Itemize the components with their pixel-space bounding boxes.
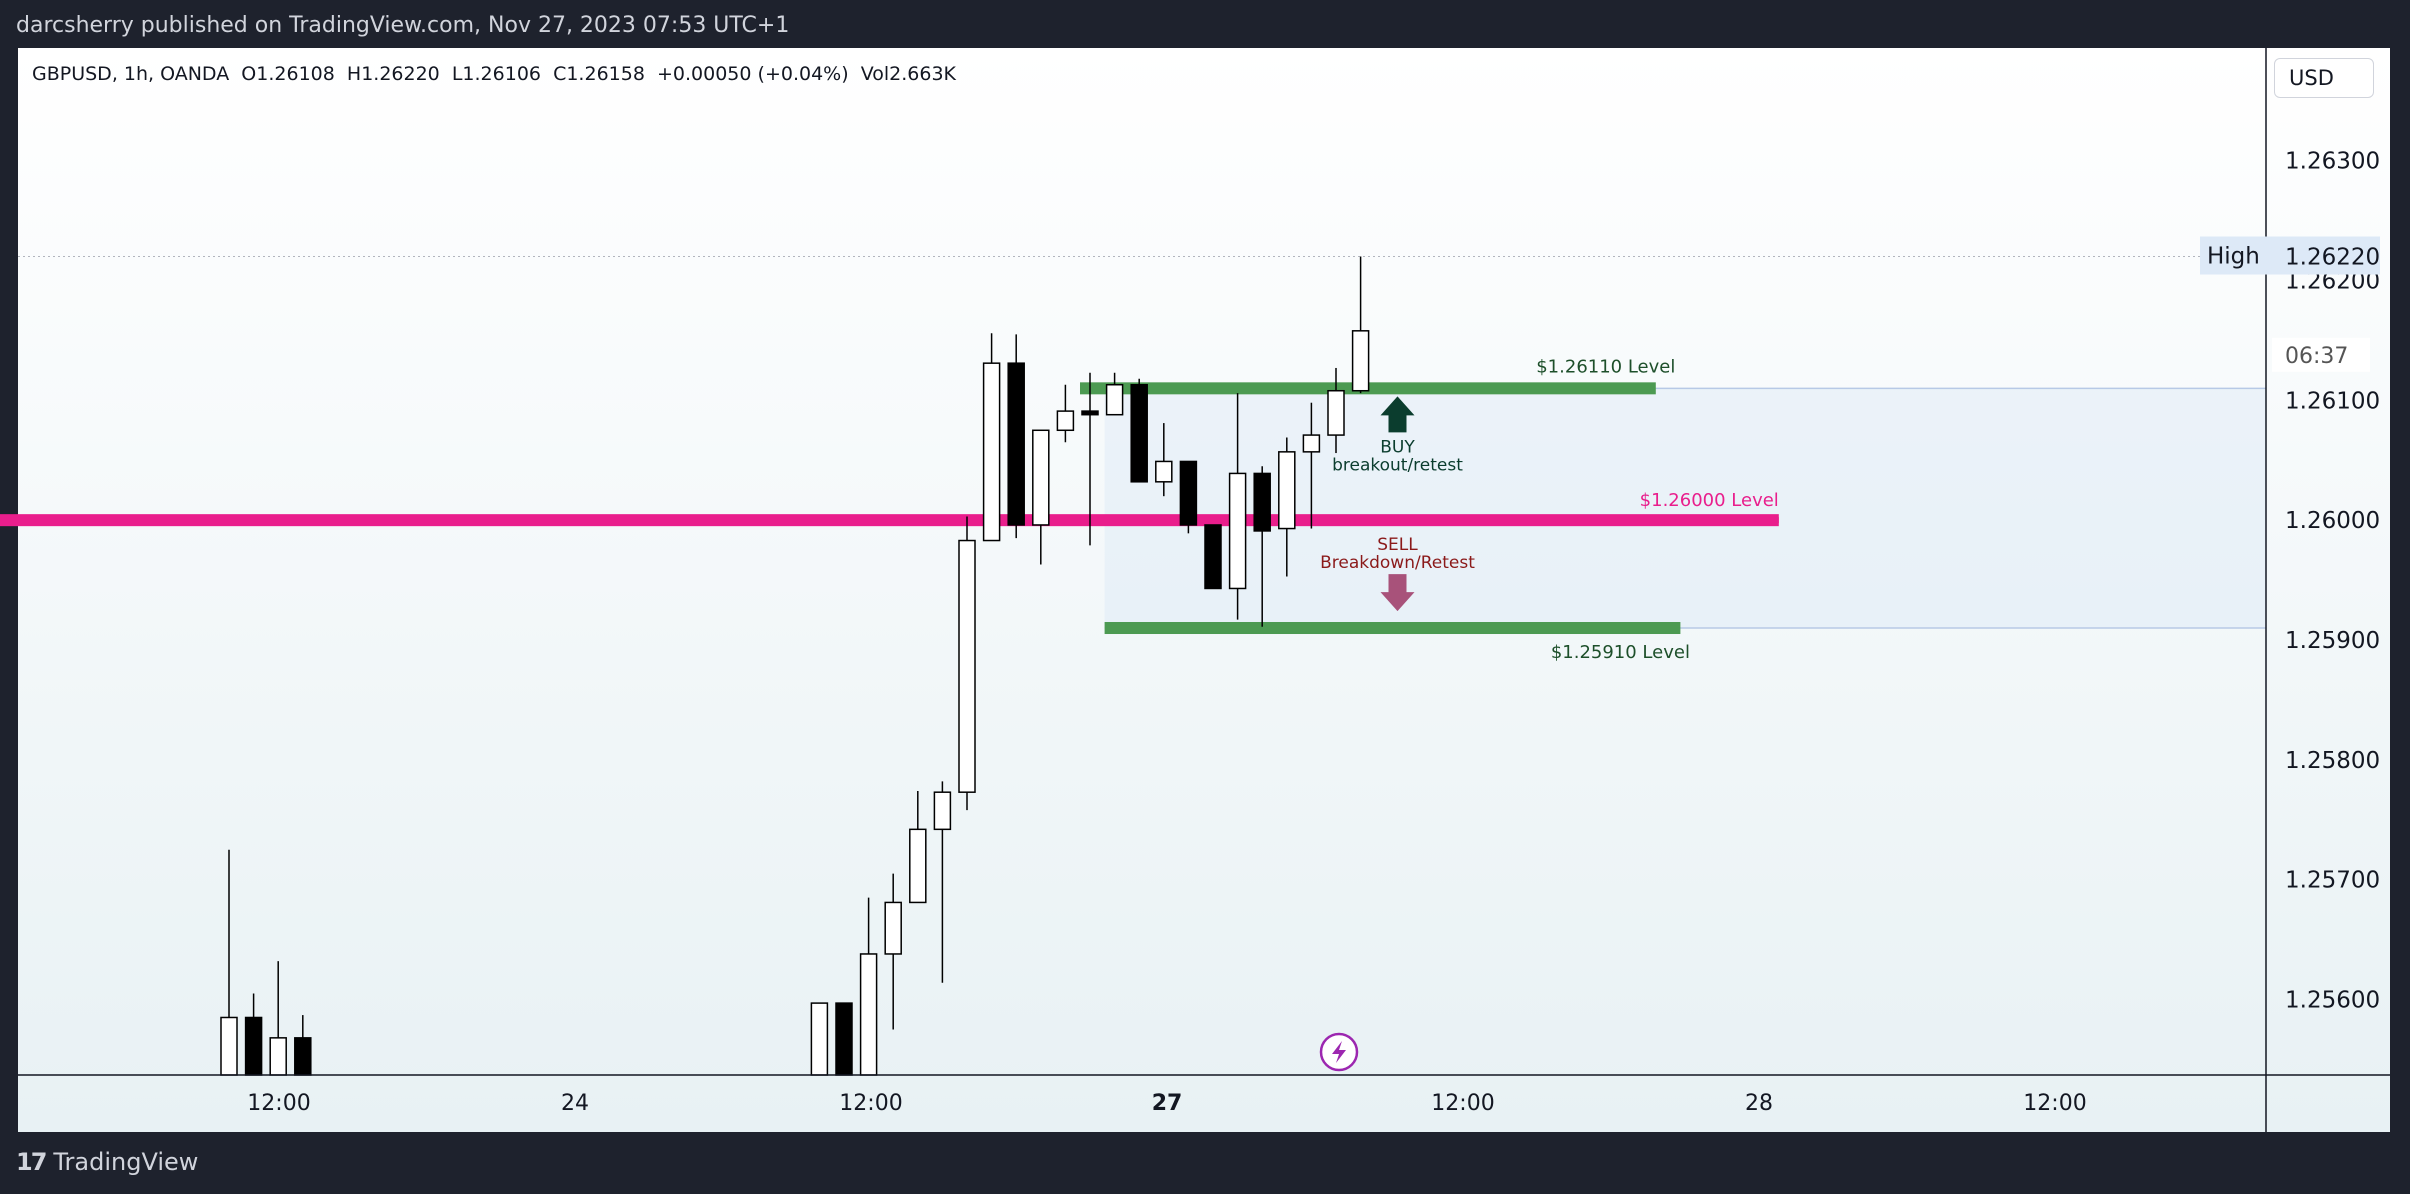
x-tick-label: 12:00 <box>1431 1091 1494 1116</box>
level-label-mid: $1.26000 Level <box>1640 490 1779 511</box>
level-line-2 <box>1104 622 1681 635</box>
y-tick-label: 1.25600 <box>2285 988 2380 1014</box>
level-line-inner-1 <box>0 517 1779 524</box>
candle-body <box>909 828 927 904</box>
level-label-bottom: $1.25910 Level <box>1551 642 1690 663</box>
countdown-label: 06:37 <box>2285 344 2348 369</box>
y-tick-label: 1.25800 <box>2285 748 2380 774</box>
x-tick-label: 12:00 <box>2023 1091 2086 1116</box>
candle-body <box>1081 410 1099 416</box>
sell-sublabel: Breakdown/Retest <box>1320 553 1475 573</box>
candle-body <box>982 362 1001 542</box>
x-tick-label: 12:00 <box>839 1091 902 1116</box>
candle-body <box>1228 472 1247 590</box>
candle-body <box>294 1037 312 1076</box>
candle-body <box>1253 472 1271 532</box>
candle-body <box>810 1002 829 1076</box>
candle-body <box>1130 383 1148 483</box>
candle-body <box>958 539 976 793</box>
publish-info: darcsherry published on TradingView.com,… <box>16 13 790 38</box>
buy-sublabel: breakout/retest <box>1332 455 1463 475</box>
currency-button[interactable]: USD <box>2274 58 2374 98</box>
candle-body <box>1302 434 1321 453</box>
candle-body <box>269 1037 287 1076</box>
candle-body <box>1056 410 1075 432</box>
buy-label: BUY <box>1380 437 1415 457</box>
buy-arrow-icon <box>1380 396 1415 433</box>
countdown-bg <box>2272 337 2370 372</box>
high-marker-value: 1.26220 <box>2285 245 2380 271</box>
y-tick-label: 1.26100 <box>2285 388 2380 414</box>
candle-body <box>933 791 952 831</box>
candle-body <box>884 901 902 955</box>
y-tick-label: 1.25700 <box>2285 868 2380 894</box>
x-tick-label: 28 <box>1745 1091 1773 1116</box>
candle-body <box>1155 460 1173 483</box>
shaded-zone <box>1104 388 2266 629</box>
candle-body <box>835 1002 853 1076</box>
x-tick-label: 27 <box>1152 1091 1183 1116</box>
tradingview-mark-icon: 17 <box>16 1148 47 1176</box>
candle-body <box>1032 429 1050 526</box>
y-tick-label: 1.26300 <box>2285 149 2380 175</box>
symbol-legend[interactable]: GBPUSD, 1h, OANDA O1.26108 H1.26220 L1.2… <box>32 63 956 85</box>
candle-body <box>220 1016 238 1076</box>
y-tick-label: 1.26000 <box>2285 508 2380 534</box>
high-marker-bg <box>2200 236 2380 275</box>
candle-body <box>1351 330 1370 392</box>
lightning-icon <box>1332 1041 1346 1063</box>
sell-label: SELL <box>1377 535 1418 555</box>
tradingview-brand: TradingView <box>53 1148 199 1176</box>
level-label-top: $1.26110 Level <box>1536 356 1675 377</box>
candle-body <box>1278 451 1296 530</box>
candle-body <box>1179 460 1198 526</box>
candle-body <box>244 1016 263 1076</box>
high-marker-label: High <box>2207 244 2260 270</box>
candle-body <box>1327 389 1345 436</box>
candle-body <box>1007 362 1025 526</box>
candle-body <box>859 953 878 1076</box>
tradingview-logo[interactable]: 17 TradingView <box>16 1148 198 1176</box>
chart-frame[interactable] <box>18 48 2390 1132</box>
x-tick-label: 24 <box>561 1091 589 1116</box>
y-tick-label: 1.25900 <box>2285 628 2380 654</box>
sell-arrow-icon <box>1380 574 1415 612</box>
x-tick-label: 12:00 <box>247 1091 310 1116</box>
candle-body <box>1105 383 1124 416</box>
candle-body <box>1204 524 1222 590</box>
top-bar: darcsherry published on TradingView.com,… <box>0 0 2410 48</box>
